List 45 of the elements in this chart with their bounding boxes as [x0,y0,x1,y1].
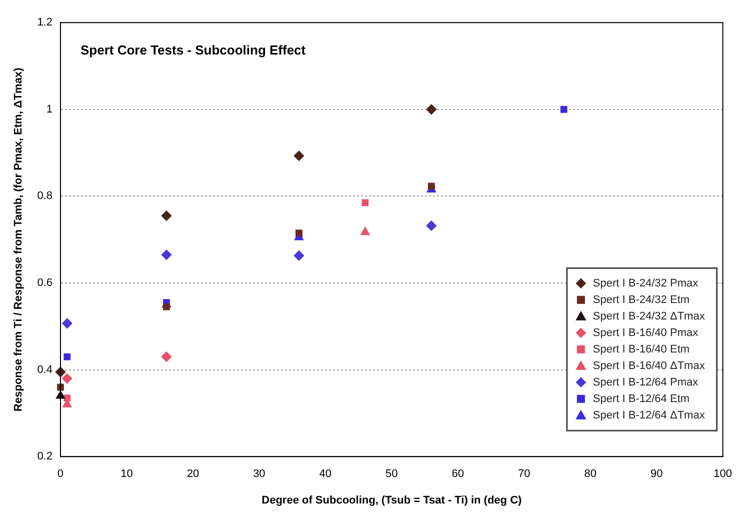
x-tick-label: 80 [584,468,596,480]
y-tick-label: 0.6 [37,277,52,290]
y-tick-label: 1.2 [37,16,52,29]
y-tick-label: 0.4 [37,364,52,376]
y-tick-label: 0.2 [37,450,52,463]
y-tick-label: 1 [46,103,52,116]
x-tick-label: 90 [650,468,663,480]
point [163,303,170,310]
x-tick-label: 50 [386,468,398,480]
point [161,210,172,221]
legend-label: Spert I B-24/32 ΔTmax [592,310,706,322]
x-tick-label: 70 [518,468,530,480]
point [161,250,172,260]
legend-label: Spert I B-12/64 Pmax [592,376,699,388]
y-tick-label: 0.8 [37,190,52,202]
point [362,199,369,206]
legend-label: Spert I B-24/32 Pmax [592,277,699,290]
legend-label: Spert I B-12/64 ΔTmax [592,409,706,422]
legend-label: Spert I B-16/40 ΔTmax [592,360,706,372]
x-tick-label: 20 [186,468,200,480]
point [360,227,370,236]
point [294,250,304,261]
point [294,150,304,161]
x-tick-label: 40 [319,468,332,480]
point [426,220,436,231]
point [426,104,436,114]
point [64,394,71,402]
x-tick-label: 0 [57,468,64,480]
point [64,353,71,360]
x-tick-label: 10 [120,468,133,480]
legend-label: Spert I B-24/32 Etm [592,294,690,306]
x-tick-label: 60 [452,468,464,480]
point [62,318,72,328]
text: Spert Core Tests - Subcooling Effect [80,42,306,58]
point [560,106,568,113]
x-tick-label: 30 [253,468,266,480]
point [62,373,72,384]
legend-label: Spert I B-16/40 Pmax [592,326,699,339]
point [161,352,172,362]
y-axis-title: Response from Ti / Response from Tamb, (for Pmax, Etm, ΔTmax) [12,67,25,412]
point [57,384,64,391]
legend-label: Spert I B-16/40 Etm [592,343,690,356]
x-axis-title: Degree of Subcooling, (Tsub = Tsat - Ti) in (deg C) [262,494,522,506]
legend-label: Spert I B-12/64 Etm [592,392,690,405]
x-tick-label: 100 [714,468,732,480]
